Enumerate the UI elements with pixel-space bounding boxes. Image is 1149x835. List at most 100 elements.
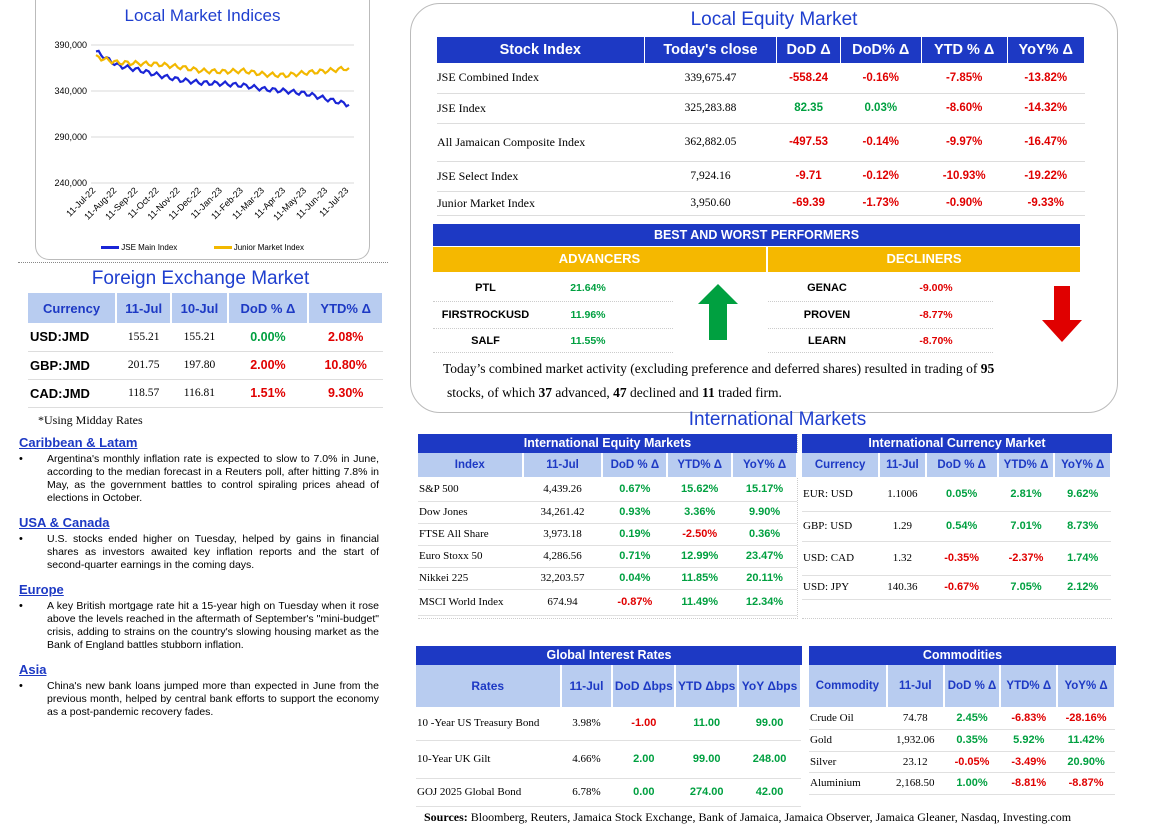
summary-n1: 95 — [980, 361, 995, 376]
intl-equity-title: International Equity Markets — [418, 434, 797, 453]
fx-cell: 197.80 — [171, 351, 228, 380]
table-header-cell: YoY% Δ — [1054, 453, 1112, 477]
y-tick-label: 240,000 — [54, 178, 87, 188]
table-cell: 0.04% — [602, 567, 668, 590]
legend-main: JSE Main Index — [121, 243, 178, 252]
table-header-cell: Currency — [802, 453, 881, 477]
table-cell: 32,203.57 — [522, 567, 603, 590]
fx-cell: 155.21 — [171, 323, 228, 352]
table-cell: Dow Jones — [418, 501, 523, 524]
equity-cell: 362,882.05 — [644, 123, 777, 162]
indices-chart-panel: Local Market Indices 240,000 290,000 340,0… — [35, 0, 370, 260]
table-cell: 0.05% — [925, 477, 998, 512]
table-cell: 20.11% — [732, 567, 797, 590]
table-cell: 4,439.26 — [522, 477, 603, 502]
commodities-block: Commodities Commodity 11-Jul DoD % Δ YTD% Δ… — [809, 646, 1116, 795]
fx-header-cell: DoD % Δ — [227, 293, 310, 323]
table-cell: 674.94 — [522, 589, 603, 616]
fx-header-cell: 10-Jul — [171, 293, 229, 323]
table-header-cell: YTD% Δ — [1000, 665, 1059, 707]
equity-row: JSE Select Index 7,924.16 -9.71 -0.12% -10.9… — [437, 161, 1085, 192]
fx-header-cell: Currency — [28, 293, 118, 323]
news-bullets: China's new bank loans jumped more than … — [19, 680, 379, 719]
performer-ticker: PROVEN — [803, 309, 851, 321]
rates-block: Global Interest Rates Rates 11-Jul DoD Δbp… — [416, 646, 802, 807]
news-text: Argentina's monthly inflation rate is ex… — [19, 453, 379, 505]
equity-header-cell: DoD% Δ — [840, 37, 922, 63]
advancers-list: PTL 21.64% FIRSTROCKUSD 11.96% SALF 11.55% — [433, 274, 673, 353]
table-cell: 1.00% — [943, 772, 1001, 795]
table-cell: 5.92% — [1000, 729, 1058, 752]
table-cell: 0.00 — [612, 778, 676, 807]
intl-title: International Markets — [688, 409, 867, 430]
table-row: USD: CAD 1.32 -0.35% -2.37% 1.74% — [802, 541, 1111, 576]
table-cell: 11.85% — [667, 567, 733, 590]
indices-chart-title: Local Market Indices — [124, 6, 281, 25]
fx-cell: GBP:JMD — [28, 351, 117, 380]
table-cell: USD: JPY — [802, 575, 880, 600]
table-cell: 3.36% — [667, 501, 733, 524]
table-cell: -28.16% — [1057, 707, 1115, 730]
table-cell: 99.00 — [675, 740, 739, 779]
summary-p1: Today’s combined market activity (exclud… — [443, 361, 981, 376]
sources-text: Bloomberg, Reuters, Jamaica Stock Exchan… — [467, 810, 1072, 824]
junior-market-series-line — [95, 54, 350, 79]
chart-legend: JSE Main Index Junior Market Index — [101, 243, 304, 252]
decliner-row: PROVEN -8.77% — [768, 302, 993, 329]
table-header-cell: Index — [418, 453, 524, 477]
table-row: 10 -Year US Treasury Bond 3.98% -1.00 11.00… — [416, 707, 801, 741]
summary-p4: declined and — [626, 385, 702, 400]
performer-ticker: SALF — [471, 334, 500, 347]
table-header-cell: YTD% Δ — [997, 453, 1056, 477]
y-tick-label: 290,000 — [54, 132, 87, 142]
table-header-cell: 11-Jul — [560, 665, 614, 707]
news-bullets: U.S. stocks ended higher on Tuesday, hel… — [19, 533, 379, 572]
fx-cell: 1.51% — [227, 379, 309, 408]
equity-cell: JSE Select Index — [437, 161, 645, 192]
news-item: Caribbean & Latam Argentina's monthly inf… — [19, 435, 379, 505]
equity-cell: 325,283.88 — [644, 93, 777, 124]
table-cell: -0.67% — [925, 575, 998, 600]
equity-row: All Jamaican Composite Index 362,882.05 -4… — [437, 123, 1085, 162]
fx-cell: 155.21 — [116, 323, 172, 352]
fx-row: CAD:JMD 118.57 116.81 1.51% 9.30% — [28, 379, 383, 408]
equity-header-row: Stock Index Today's close DoD Δ DoD% Δ YTD %… — [437, 37, 1086, 63]
equity-cell: -9.71 — [776, 161, 841, 192]
equity-header-cell: DoD Δ — [776, 37, 841, 63]
table-cell: USD: CAD — [802, 541, 880, 576]
jse-main-series-line — [95, 49, 350, 108]
table-cell: 3.98% — [560, 707, 613, 741]
intl-currency-title: International Currency Market — [802, 434, 1112, 453]
table-header-cell: DoD % Δ — [943, 665, 1002, 707]
decliner-row: GENAC -9.00% — [768, 274, 993, 302]
fx-cell: 0.00% — [227, 323, 309, 352]
table-cell: 140.36 — [879, 575, 926, 600]
performers-title: BEST AND WORST PERFORMERS — [433, 224, 1080, 246]
intl-currency-block: International Currency Market Currency 11… — [802, 434, 1112, 619]
fx-cell: 116.81 — [171, 379, 228, 408]
equity-table: Stock Index Today's close DoD Δ DoD% Δ YTD %… — [437, 37, 1086, 216]
table-cell: 0.71% — [602, 545, 668, 568]
news-text: U.S. stocks ended higher on Tuesday, hel… — [19, 533, 379, 572]
table-cell: MSCI World Index — [418, 589, 523, 616]
summary-p2: stocks, of which — [447, 385, 539, 400]
table-header-cell: DoD % Δ — [925, 453, 999, 477]
news-text: China's new bank loans jumped more than … — [19, 680, 379, 719]
table-cell: 4.66% — [560, 740, 613, 779]
advancer-row: FIRSTROCKUSD 11.96% — [433, 302, 673, 329]
performer-change: -8.70% — [919, 334, 953, 347]
table-cell: 9.62% — [1054, 477, 1111, 512]
intl-equity-block: International Equity Markets Index 11-Jul… — [418, 434, 798, 619]
table-header-cell: 11-Jul — [879, 453, 927, 477]
equity-cell: -497.53 — [776, 123, 841, 162]
equity-cell: -10.93% — [921, 161, 1008, 192]
table-cell: 0.54% — [925, 511, 998, 542]
table-header-cell: YoY Δbps — [738, 665, 802, 707]
table-header-cell: YTD Δbps — [675, 665, 740, 707]
table-cell: -2.37% — [997, 541, 1055, 576]
table-header-cell: Commodity — [809, 665, 888, 707]
table-cell: -0.87% — [602, 589, 668, 616]
table-row: Euro Stoxx 50 4,286.56 0.71% 12.99% 23.47% — [418, 545, 797, 568]
table-cell: -8.81% — [1000, 772, 1058, 795]
fx-cell: 201.75 — [116, 351, 172, 380]
